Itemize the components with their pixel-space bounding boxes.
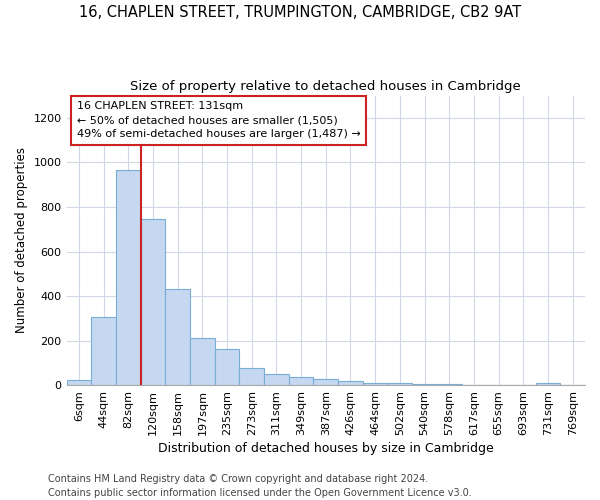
Text: 16 CHAPLEN STREET: 131sqm
← 50% of detached houses are smaller (1,505)
49% of se: 16 CHAPLEN STREET: 131sqm ← 50% of detac…	[77, 102, 361, 140]
Bar	[388, 384, 412, 385]
Bar	[165, 289, 190, 385]
Bar	[289, 378, 313, 385]
Bar	[363, 382, 388, 385]
Bar	[412, 384, 437, 385]
Bar	[536, 383, 560, 385]
Text: Contains HM Land Registry data © Crown copyright and database right 2024.
Contai: Contains HM Land Registry data © Crown c…	[48, 474, 472, 498]
Bar	[215, 349, 239, 385]
X-axis label: Distribution of detached houses by size in Cambridge: Distribution of detached houses by size …	[158, 442, 494, 455]
Bar	[190, 338, 215, 385]
Bar	[338, 381, 363, 385]
Bar	[461, 384, 486, 385]
Bar	[313, 378, 338, 385]
Text: 16, CHAPLEN STREET, TRUMPINGTON, CAMBRIDGE, CB2 9AT: 16, CHAPLEN STREET, TRUMPINGTON, CAMBRID…	[79, 5, 521, 20]
Title: Size of property relative to detached houses in Cambridge: Size of property relative to detached ho…	[130, 80, 521, 93]
Bar	[437, 384, 461, 385]
Bar	[116, 170, 140, 385]
Bar	[140, 218, 165, 385]
Y-axis label: Number of detached properties: Number of detached properties	[15, 148, 28, 334]
Bar	[67, 380, 91, 385]
Bar	[91, 316, 116, 385]
Bar	[239, 368, 264, 385]
Bar	[264, 374, 289, 385]
